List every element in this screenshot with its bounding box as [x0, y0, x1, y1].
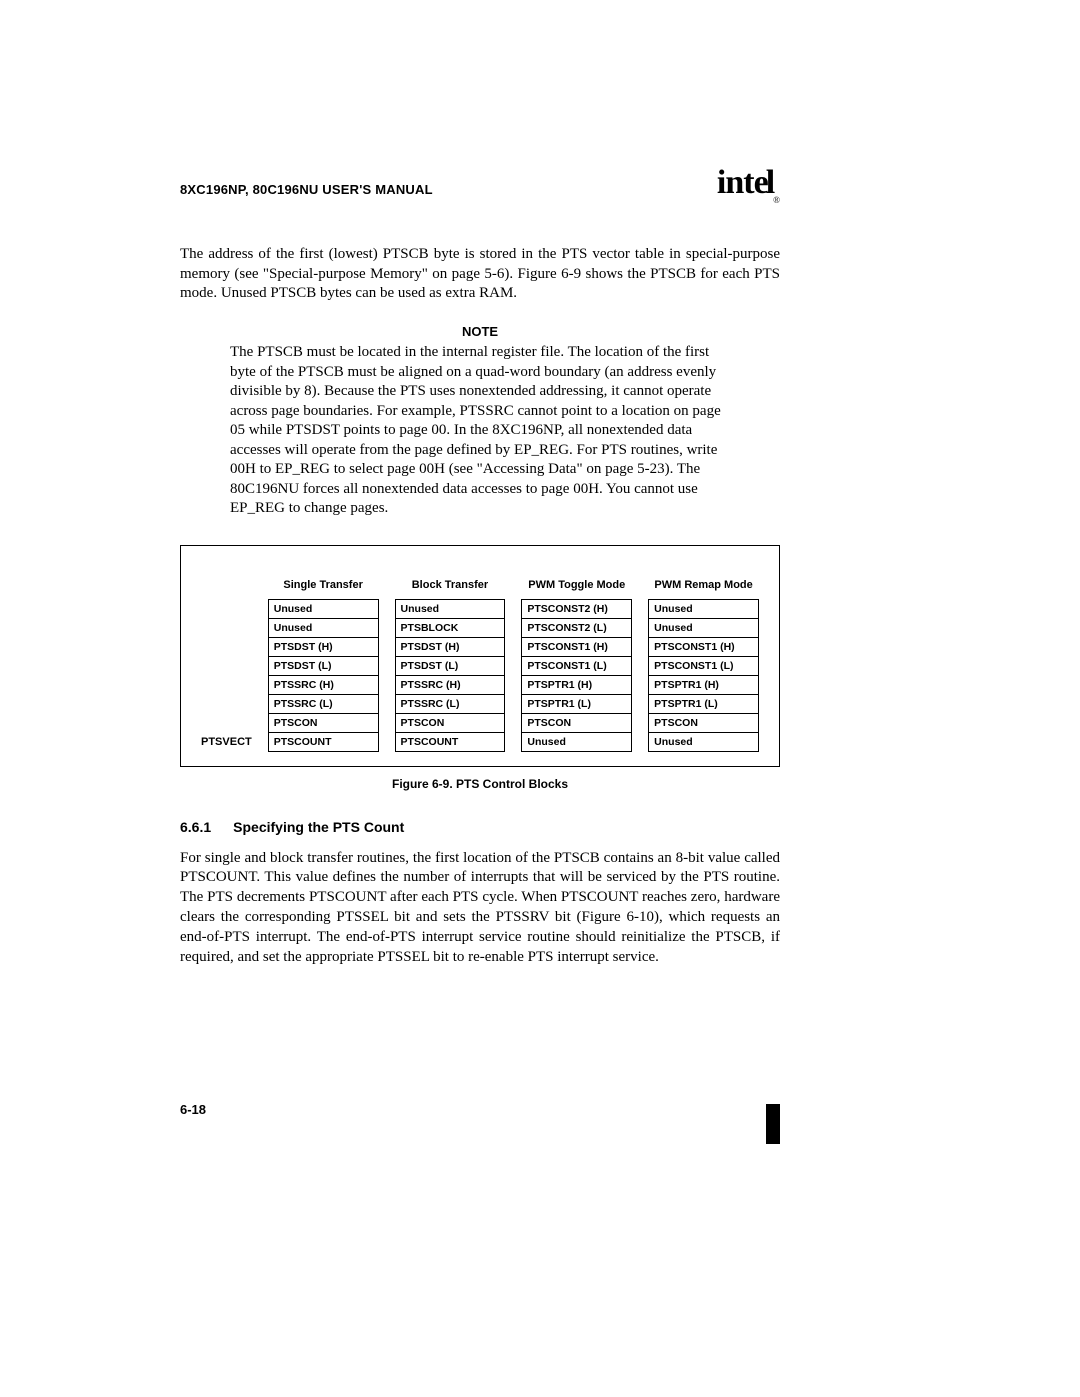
logo-text: intel: [717, 164, 774, 201]
figure-caption: Figure 6-9. PTS Control Blocks: [180, 777, 780, 791]
cell: PTSCON: [648, 713, 759, 733]
cell: PTSDST (H): [268, 637, 379, 657]
figure-6-9: PTSVECT Single Transfer Unused Unused PT…: [180, 545, 780, 767]
crop-mark: [766, 1104, 780, 1144]
cell: PTSCONST1 (H): [648, 637, 759, 657]
col-head-text: PWM Toggle Mode: [528, 579, 625, 592]
cell: PTSPTR1 (L): [648, 694, 759, 714]
page-header: 8XC196NP, 80C196NU USER'S MANUAL intel®: [180, 158, 780, 197]
cell: PTSCOUNT: [395, 732, 506, 752]
section-heading: 6.6.1 Specifying the PTS Count: [180, 819, 780, 835]
cell: PTSCON: [521, 713, 632, 733]
cell: PTSCONST1 (H): [521, 637, 632, 657]
col-block-transfer: Block Transfer Unused PTSBLOCK PTSDST (H…: [395, 564, 506, 752]
section-number: 6.6.1: [180, 819, 211, 835]
cell: Unused: [395, 599, 506, 619]
note-body: The PTSCB must be located in the interna…: [230, 343, 730, 519]
cell: PTSPTR1 (H): [521, 675, 632, 695]
cell: PTSDST (H): [395, 637, 506, 657]
cell: PTSCON: [395, 713, 506, 733]
note-label: NOTE: [180, 324, 780, 339]
cell: PTSCONST1 (L): [521, 656, 632, 676]
col-head-text: PWM Remap Mode: [654, 579, 752, 592]
cell: PTSDST (L): [395, 656, 506, 676]
cell: PTSCON: [268, 713, 379, 733]
col-head: Block Transfer: [395, 564, 506, 592]
cell: PTSPTR1 (H): [648, 675, 759, 695]
cell: Unused: [521, 732, 632, 752]
figure-columns: PTSVECT Single Transfer Unused Unused PT…: [201, 564, 759, 752]
intro-paragraph: The address of the first (lowest) PTSCB …: [180, 245, 780, 304]
cell: PTSSRC (H): [395, 675, 506, 695]
col-head: PWM Toggle Mode: [521, 564, 632, 592]
col-head: Single Transfer: [268, 564, 379, 592]
cell: Unused: [268, 599, 379, 619]
cell: Unused: [648, 618, 759, 638]
col-single-transfer: Single Transfer Unused Unused PTSDST (H)…: [268, 564, 379, 752]
cell: PTSSRC (L): [268, 694, 379, 714]
intel-logo: intel®: [717, 164, 780, 203]
col-head: PWM Remap Mode: [648, 564, 759, 592]
col-pwm-toggle: PWM Toggle Mode PTSCONST2 (H) PTSCONST2 …: [521, 564, 632, 752]
registered-icon: ®: [773, 195, 779, 205]
col-pwm-remap: PWM Remap Mode Unused Unused PTSCONST1 (…: [648, 564, 759, 752]
cell: PTSDST (L): [268, 656, 379, 676]
section-title: Specifying the PTS Count: [233, 819, 404, 835]
cell: Unused: [648, 732, 759, 752]
page-number: 6-18: [180, 1102, 206, 1117]
cell: Unused: [648, 599, 759, 619]
ptsvect-label: PTSVECT: [201, 736, 252, 752]
cell: Unused: [268, 618, 379, 638]
section-paragraph: For single and block transfer routines, …: [180, 849, 780, 968]
cell: PTSSRC (H): [268, 675, 379, 695]
cell: PTSCONST2 (L): [521, 618, 632, 638]
cell: PTSCONST1 (L): [648, 656, 759, 676]
cell: PTSBLOCK: [395, 618, 506, 638]
cell: PTSSRC (L): [395, 694, 506, 714]
manual-title: 8XC196NP, 80C196NU USER'S MANUAL: [180, 182, 433, 197]
cell: PTSCONST2 (H): [521, 599, 632, 619]
page-content: 8XC196NP, 80C196NU USER'S MANUAL intel® …: [180, 158, 780, 983]
cell: PTSPTR1 (L): [521, 694, 632, 714]
cell: PTSCOUNT: [268, 732, 379, 752]
